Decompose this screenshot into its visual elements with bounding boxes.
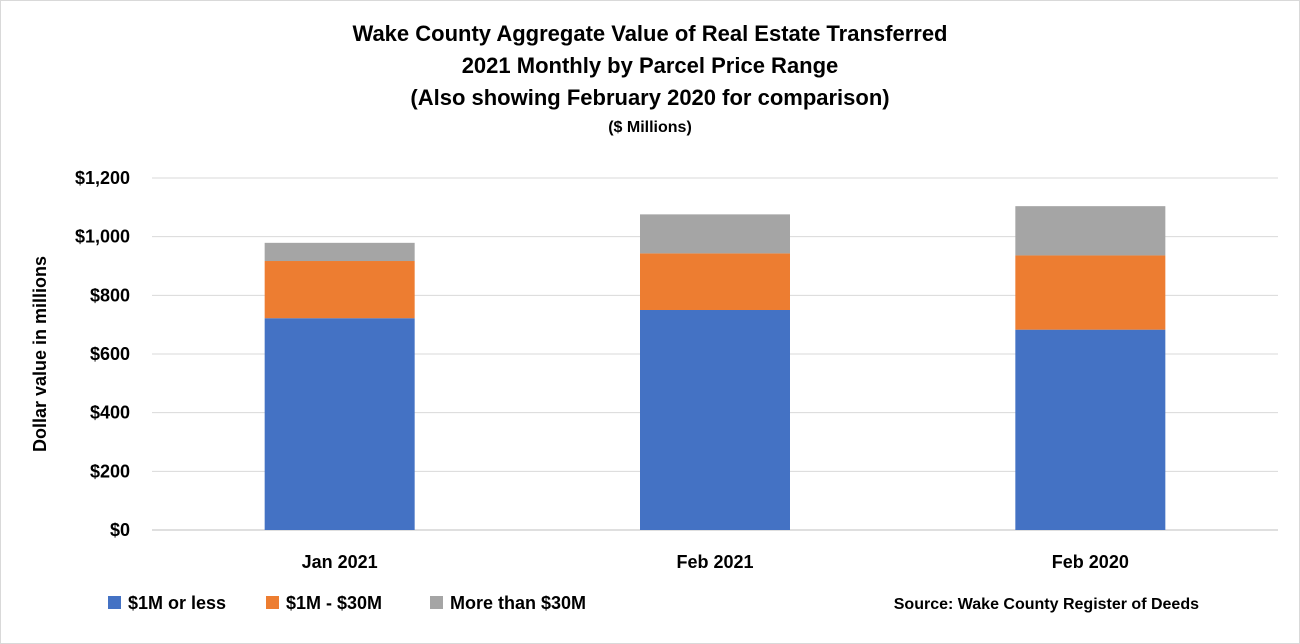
bar-segment [264,261,415,319]
y-tick-label: $800 [90,285,130,305]
legend-swatch [430,596,443,609]
y-tick-label: $0 [110,520,130,540]
chart-title-line-3: (Also showing February 2020 for comparis… [410,85,890,110]
bar-segment [1015,329,1166,530]
y-axis-title: Dollar value in millions [30,256,50,452]
chart-subtitle: ($ Millions) [608,119,692,136]
legend-label: More than $30M [450,593,586,613]
chart-title: Wake County Aggregate Value of Real Esta… [352,21,948,46]
legend-swatch [266,596,279,609]
bar-segment [1015,206,1166,256]
y-tick-label: $1,000 [75,227,130,247]
legend-label: $1M - $30M [286,593,382,613]
bar-segment [264,318,415,530]
y-tick-label: $200 [90,461,130,481]
legend-swatch [108,596,121,609]
source-note: Source: Wake County Register of Deeds [894,596,1199,613]
chart-title-line-2: 2021 Monthly by Parcel Price Range [461,53,839,78]
bar-segment [1015,255,1166,330]
x-tick-label: Feb 2021 [676,552,753,572]
legend-label: $1M or less [128,593,226,613]
bar-segment [640,253,790,310]
y-tick-label: $600 [90,344,130,364]
bar-segment [640,310,790,530]
x-tick-label: Feb 2020 [1052,552,1129,572]
y-tick-label: $400 [90,403,130,423]
bar-segment [264,242,415,262]
chart-title-block: Wake County Aggregate Value of Real Esta… [0,18,1300,140]
bar-segment [640,214,790,254]
y-tick-label: $1,200 [75,168,130,188]
x-tick-label: Jan 2021 [302,552,378,572]
